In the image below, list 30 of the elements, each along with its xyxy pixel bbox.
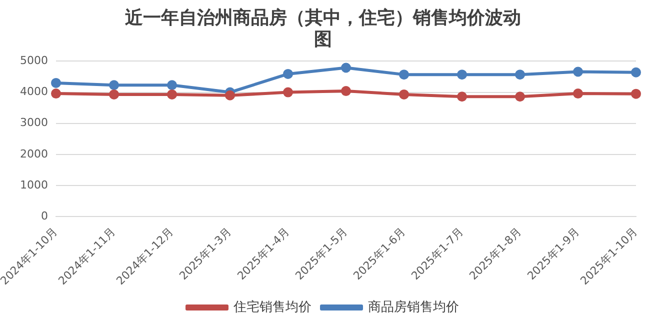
- point: [341, 86, 351, 96]
- legend-label: 商品房销售均价: [368, 298, 459, 315]
- point: [283, 87, 294, 98]
- point: [51, 78, 62, 88]
- legend-label: 住宅销售均价: [232, 298, 312, 315]
- point: [167, 89, 178, 100]
- chart-title: 近一年自治州商品房（其中，住宅）销售均价波动图: [124, 7, 521, 50]
- point: [457, 92, 467, 102]
- point: [631, 88, 641, 99]
- point: [515, 70, 525, 80]
- point: [399, 70, 409, 80]
- y-tick-label: 2000: [20, 147, 48, 160]
- y-tick-label: 5000: [20, 54, 48, 68]
- point: [399, 89, 409, 100]
- y-tick-label: 0: [41, 210, 48, 223]
- point: [283, 68, 294, 79]
- point: [631, 67, 641, 78]
- point: [341, 62, 351, 73]
- y-tick-label: 3000: [20, 116, 48, 130]
- point: [515, 92, 525, 102]
- y-tick-label: 1000: [20, 178, 48, 192]
- point: [51, 88, 62, 99]
- point: [457, 70, 467, 80]
- point: [573, 88, 583, 99]
- y-tick-label: 4000: [20, 85, 48, 98]
- point: [109, 89, 120, 100]
- point: [225, 90, 236, 100]
- point: [167, 80, 178, 90]
- point: [109, 80, 120, 90]
- point: [573, 66, 583, 77]
